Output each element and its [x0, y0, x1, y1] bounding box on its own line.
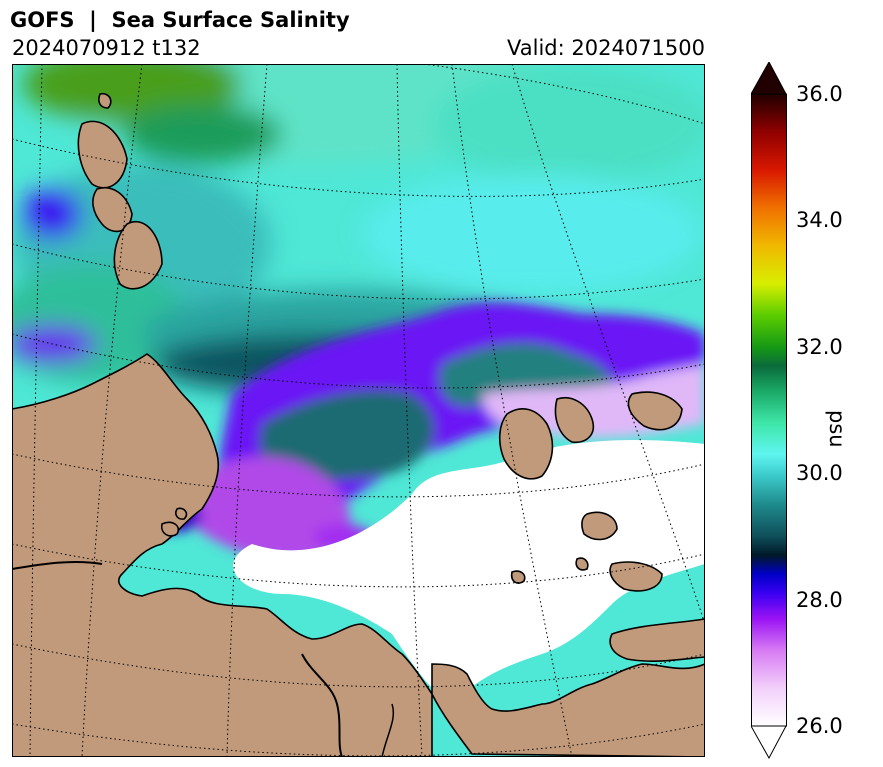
colorbar-tick-label: 34.0 [796, 208, 843, 233]
land [12, 92, 705, 757]
river [12, 560, 103, 570]
map-canvas [12, 64, 705, 757]
colorbar-tick-label: 32.0 [796, 334, 843, 359]
colorbar-min-extend [750, 725, 787, 760]
river [301, 653, 343, 757]
graticule [12, 64, 705, 757]
colorbar-unit: psu [825, 410, 849, 448]
salinity-map[interactable] [12, 64, 705, 757]
colorbar-bar [751, 93, 787, 727]
fresh-water-zone [233, 439, 705, 704]
valid-time-label: Valid: 2024071500 [507, 36, 705, 60]
colorbar-ticks [786, 93, 787, 727]
colorbar-tick-label: 36.0 [796, 82, 843, 106]
figure-title: GOFS | Sea Surface Salinity [10, 8, 350, 32]
colorbar-max-extend [750, 60, 787, 95]
salinity-field [12, 64, 705, 404]
colorbar [750, 60, 787, 760]
run-label: 2024070912 t132 [12, 36, 201, 60]
colorbar-graphic [750, 60, 787, 760]
colorbar-tick-label: 30.0 [796, 461, 843, 486]
colorbar-tick-label: 28.0 [796, 587, 843, 612]
colorbar-tick-label: 26.0 [796, 714, 843, 738]
river [381, 703, 394, 757]
